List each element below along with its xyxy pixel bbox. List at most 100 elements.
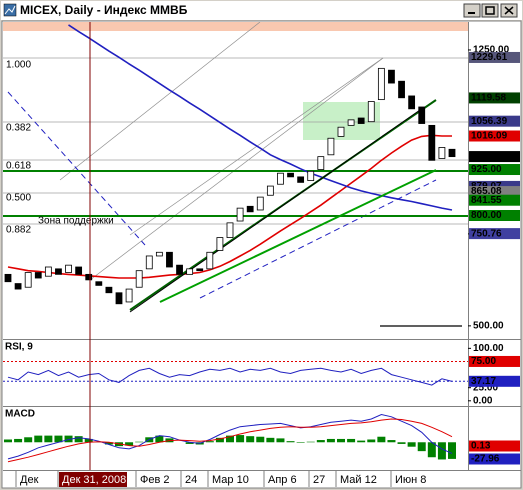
candle [256, 196, 264, 211]
value-box [469, 130, 520, 142]
macd-panel [4, 413, 456, 463]
trend-line [159, 169, 437, 303]
panel-title-bg [3, 408, 39, 419]
price-panel [3, 22, 468, 327]
candle [297, 176, 305, 183]
histogram-bar [427, 442, 436, 458]
histogram-bar [437, 442, 446, 460]
candle [145, 255, 153, 270]
candle [337, 126, 345, 137]
channel-line [89, 57, 384, 281]
trend-line [129, 109, 421, 313]
candle [186, 268, 194, 275]
candle [216, 237, 224, 251]
candle [55, 268, 62, 275]
candle [307, 170, 315, 181]
candle [34, 272, 42, 279]
candle [448, 148, 456, 158]
candle [287, 172, 294, 178]
histogram-bar [104, 442, 113, 445]
fib-label: 0.618 [6, 161, 31, 172]
dashed-line [199, 179, 437, 299]
window-buttons [463, 3, 518, 18]
candle [398, 80, 405, 99]
histogram-bar [215, 437, 224, 443]
candle [115, 292, 123, 305]
value-box-label: 37.17 [471, 376, 496, 387]
histogram-bar [316, 440, 325, 443]
fib-label: 0.882 [6, 225, 31, 236]
selected-date-bg [59, 472, 127, 487]
rsi-line [7, 367, 453, 386]
histogram-bar [347, 438, 356, 443]
histogram-bar [397, 442, 406, 444]
value-box-label: 925.00 [471, 164, 502, 175]
candle [236, 207, 244, 222]
candle [277, 172, 284, 185]
histogram-bar [135, 441, 144, 443]
histogram-bar [125, 442, 134, 446]
histogram-bar [286, 441, 295, 443]
candle [327, 137, 335, 156]
value-box [469, 453, 520, 465]
histogram-bar [14, 438, 23, 443]
minimize-button[interactable] [463, 3, 481, 18]
x-tick-label: Фев 2 [140, 474, 170, 486]
histogram-bar [64, 435, 73, 443]
macd-line [7, 418, 453, 463]
histogram-bar [74, 436, 83, 443]
value-box [469, 92, 520, 104]
price-overlay: 1.000 0.382 0.618 0.500 0.882 Зона подде… [4, 60, 456, 313]
window-title: MICEX, Daily - Индекс ММВБ [20, 3, 188, 17]
value-box [469, 194, 520, 206]
value-box-label: 75.00 [471, 356, 496, 367]
histogram-bar [24, 437, 33, 443]
candle [266, 185, 274, 196]
candle [85, 273, 93, 281]
candle [317, 156, 325, 170]
histogram-bar [337, 438, 345, 443]
close-glyph [504, 6, 514, 15]
candle [155, 251, 163, 257]
value-box [469, 209, 520, 221]
x-tick-label: 27 [313, 474, 325, 486]
histogram-bar [417, 442, 426, 452]
histogram-bar [377, 436, 386, 443]
candle [75, 266, 83, 275]
maximize-button[interactable] [481, 3, 499, 18]
value-box-label: -27.96 [471, 454, 500, 465]
histogram-bar [246, 436, 255, 443]
histogram-bar [387, 440, 396, 443]
histogram-bar [54, 435, 63, 443]
value-box-label: 865.08 [471, 186, 502, 197]
title-bar [1, 1, 522, 20]
value-box [469, 164, 520, 176]
histogram-bar [34, 435, 43, 443]
macd-title: MACD [5, 409, 35, 420]
candle [377, 67, 385, 101]
candle [65, 264, 72, 273]
panel-title-bg [3, 341, 43, 352]
value-box-label: 800.00 [471, 210, 502, 221]
value-box [469, 440, 520, 452]
histogram-bar [448, 442, 456, 459]
x-tick-label: Июн 8 [395, 474, 426, 486]
value-box [469, 355, 520, 367]
histogram-bar [236, 435, 245, 443]
value-box [469, 51, 520, 63]
value-box-label: 960.19 [471, 151, 502, 162]
candle [24, 272, 32, 288]
rsi-title: RSI, 9 [5, 342, 33, 353]
histogram-bar [155, 435, 164, 443]
y-tick-label: 0.00 [473, 395, 493, 406]
x-tick-label: Май 12 [340, 474, 377, 486]
candle [357, 117, 365, 124]
histogram-bar [256, 436, 265, 443]
fib-label: 0.382 [6, 123, 31, 134]
candle [135, 270, 143, 288]
value-box-label: 1229.61 [471, 52, 508, 63]
histogram-bar [84, 438, 93, 443]
dashed-line [7, 91, 146, 246]
candle [428, 124, 436, 161]
